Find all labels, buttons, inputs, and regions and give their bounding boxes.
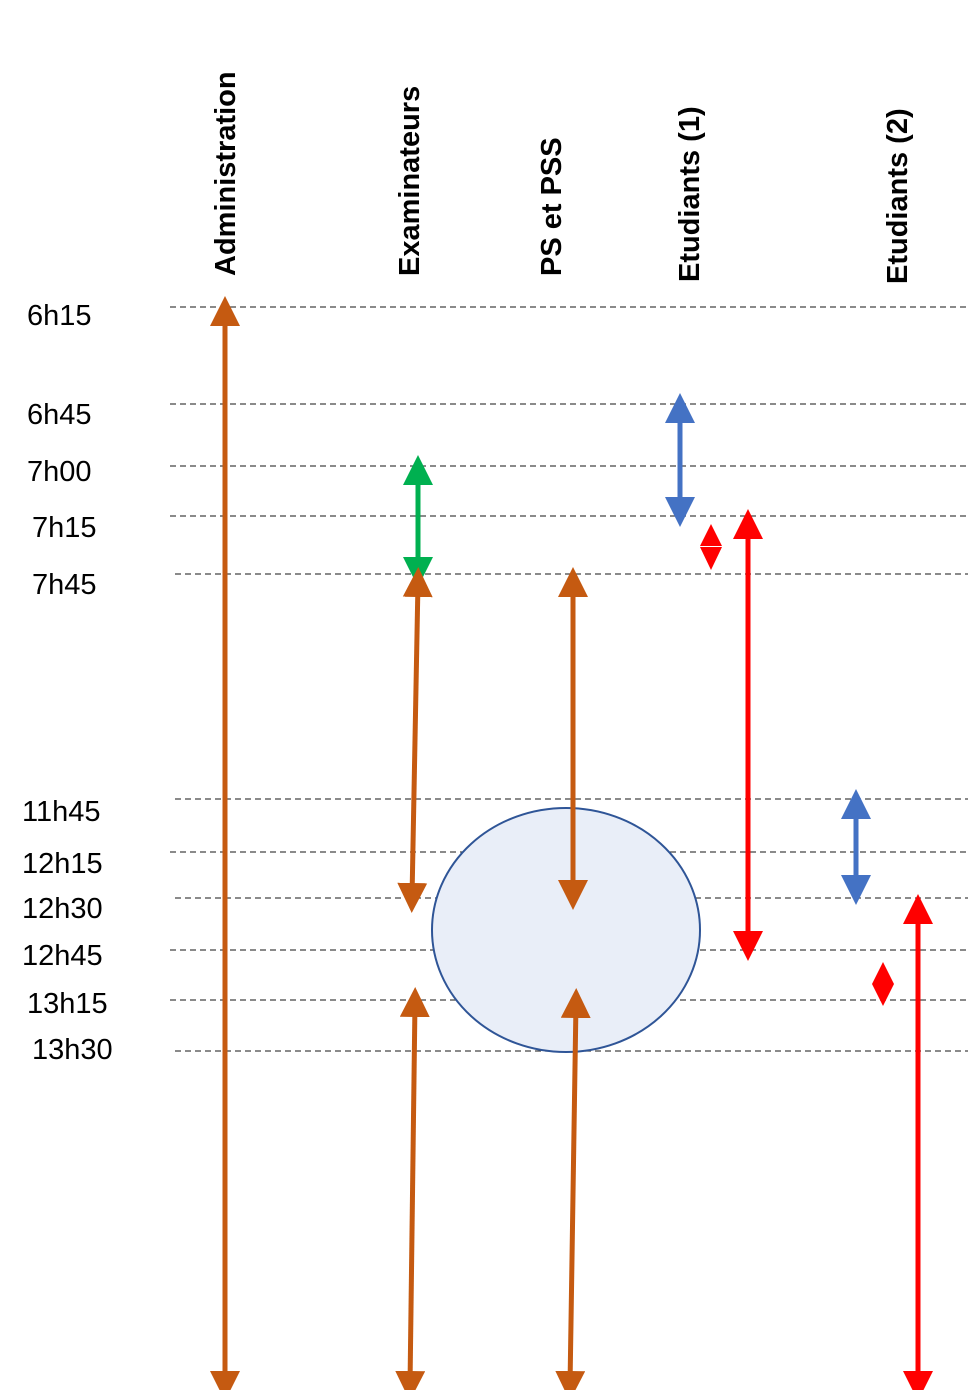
- time-label: 6h15: [27, 300, 92, 332]
- arrow-examinateurs-afternoon: [395, 987, 430, 1390]
- time-label: 13h15: [27, 988, 108, 1020]
- time-label: 13h30: [32, 1034, 113, 1066]
- arrow-examinateurs-morning: [397, 567, 433, 913]
- arrow-ps-pss-afternoon: [555, 988, 591, 1390]
- time-label: 7h00: [27, 456, 92, 488]
- arrow-etudiants-2-red-short: [872, 962, 894, 1006]
- time-label: 7h15: [32, 512, 97, 544]
- gridlines: [170, 306, 968, 1052]
- time-label: 6h45: [27, 399, 92, 431]
- time-label: 12h45: [22, 940, 103, 972]
- time-label: 12h15: [22, 848, 103, 880]
- shared-period-ellipse: [431, 807, 701, 1053]
- time-label: 12h30: [22, 893, 103, 925]
- arrow-etudiants-1-red-short: [700, 524, 722, 546]
- arrow-etudiants-1-red-short-bottom: [700, 547, 722, 570]
- time-label: 11h45: [22, 796, 101, 828]
- time-label: 7h45: [32, 569, 97, 601]
